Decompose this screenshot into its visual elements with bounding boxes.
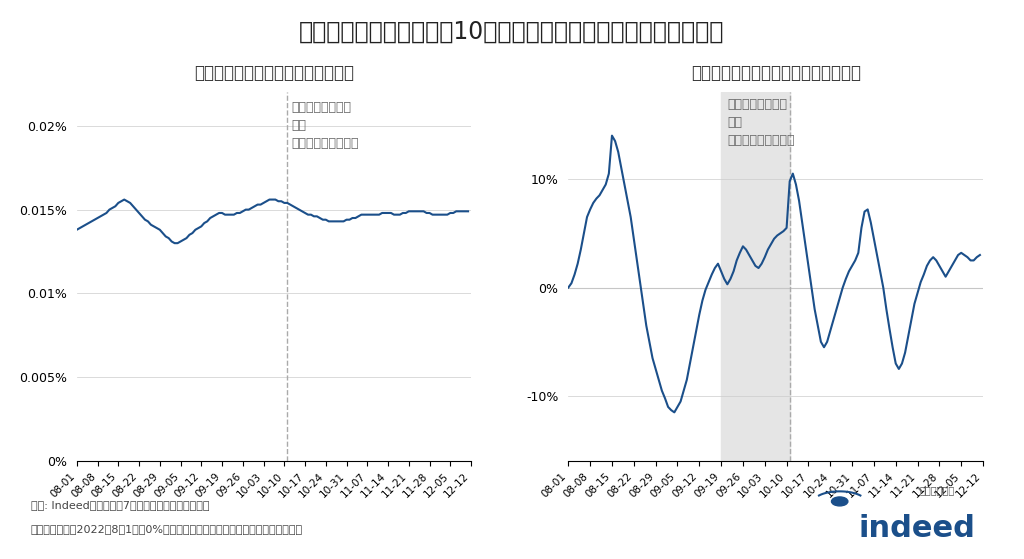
Text: 出所: Indeed。データは7日移動平均、季節調整値。: 出所: Indeed。データは7日移動平均、季節調整値。 xyxy=(31,500,209,510)
Title: 観光関連の求人のクリック割合成長率: 観光関連の求人のクリック割合成長率 xyxy=(690,64,861,82)
Text: 観光関連の求人の関心は10月中旬まで伸びるも、その後増加せず: 観光関連の求人の関心は10月中旬まで伸びるも、その後増加せず xyxy=(299,20,725,44)
Title: 観光関連の求人をクリックした割合: 観光関連の求人をクリックした割合 xyxy=(194,64,354,82)
Bar xyxy=(721,92,790,461)
Text: インバウンド再開
及び
全国旅行支援割開始: インバウンド再開 及び 全国旅行支援割開始 xyxy=(292,101,359,150)
Text: 成長率は2022年8月1日を0%に基準、灰色領域は増加していた期間を表す。: 成長率は2022年8月1日を0%に基準、灰色領域は増加していた期間を表す。 xyxy=(31,524,303,534)
Text: indeed: indeed xyxy=(858,514,975,543)
Text: インディード: インディード xyxy=(920,485,954,495)
Text: インバウンド再開
及び
全国旅行支援割開始: インバウンド再開 及び 全国旅行支援割開始 xyxy=(727,98,795,146)
